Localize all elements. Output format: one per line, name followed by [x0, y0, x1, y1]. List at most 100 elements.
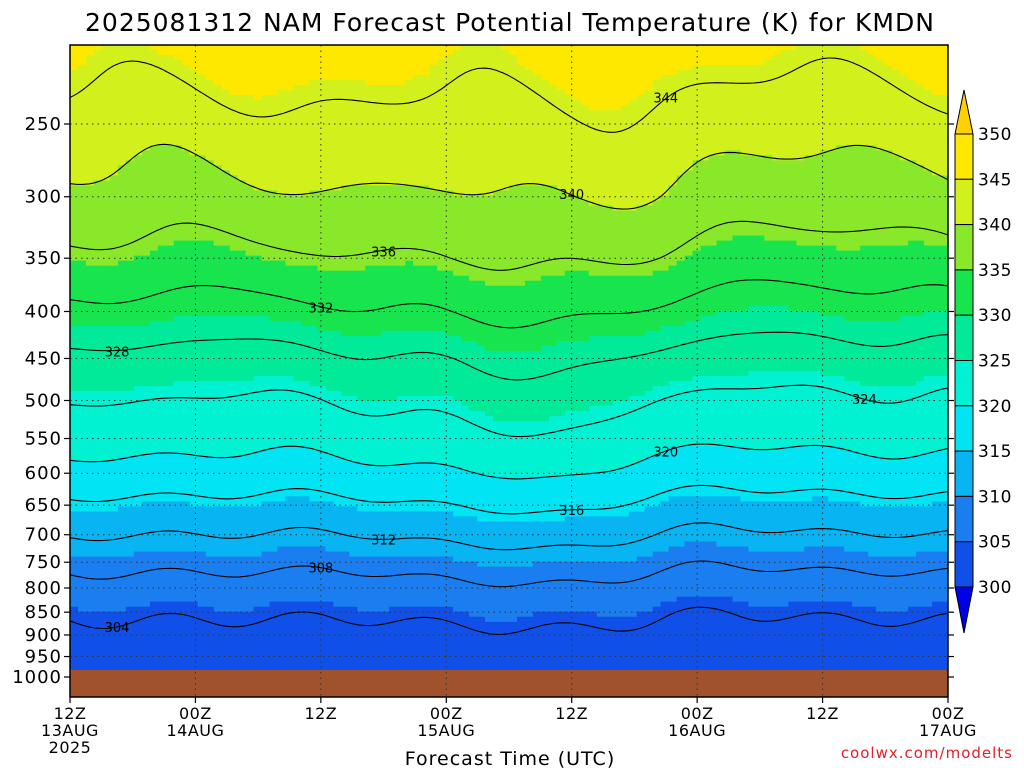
- field-cell: [532, 45, 542, 51]
- field-cell: [341, 245, 350, 252]
- field-cell: [373, 240, 382, 247]
- field-cell: [70, 155, 79, 161]
- field-cell: [908, 115, 917, 121]
- field-cell: [141, 250, 151, 257]
- field-cell: [516, 75, 526, 81]
- field-cell: [325, 200, 334, 207]
- field-cell: [501, 155, 510, 161]
- field-cell: [477, 85, 486, 91]
- field-cell: [485, 135, 494, 141]
- field-cell: [628, 125, 638, 131]
- field-cell: [461, 45, 470, 51]
- field-cell: [149, 240, 159, 247]
- field-cell: [756, 110, 766, 116]
- field-cell: [844, 45, 853, 51]
- field-cell: [532, 195, 542, 202]
- field-cell: [700, 210, 710, 217]
- field-cell: [564, 225, 574, 232]
- field-cell: [293, 220, 303, 227]
- field-cell: [85, 135, 95, 141]
- field-cell: [612, 240, 622, 247]
- field-cell: [85, 200, 95, 207]
- field-cell: [660, 75, 670, 81]
- field-cell: [70, 240, 79, 247]
- field-cell: [900, 135, 909, 141]
- field-cell: [540, 110, 550, 116]
- field-cell: [924, 45, 933, 51]
- field-cell: [365, 55, 374, 61]
- field-cell: [133, 250, 143, 257]
- field-cell: [748, 160, 758, 166]
- field-cell: [70, 50, 79, 56]
- field-cell: [860, 230, 869, 237]
- field-cell: [445, 135, 454, 141]
- field-cell: [796, 265, 805, 272]
- field-cell: [708, 165, 718, 171]
- field-cell: [205, 200, 215, 207]
- field-cell: [876, 115, 885, 121]
- field-cell: [189, 50, 199, 56]
- field-cell: [253, 90, 263, 96]
- field-cell: [908, 45, 917, 51]
- field-cell: [876, 255, 885, 262]
- field-cell: [453, 130, 462, 136]
- field-cell: [285, 95, 295, 101]
- field-cell: [133, 165, 143, 171]
- field-cell: [477, 160, 486, 166]
- field-cell: [724, 155, 734, 161]
- field-cell: [461, 55, 470, 61]
- field-cell: [540, 80, 550, 86]
- field-cell: [133, 115, 143, 121]
- field-cell: [445, 260, 454, 267]
- field-cell: [93, 205, 103, 212]
- field-cell: [868, 65, 877, 71]
- field-cell: [612, 165, 622, 171]
- field-cell: [325, 65, 334, 71]
- field-cell: [852, 215, 861, 222]
- field-cell: [245, 225, 255, 232]
- field-cell: [708, 245, 718, 252]
- field-cell: [253, 105, 263, 111]
- field-cell: [884, 205, 893, 212]
- field-cell: [604, 100, 614, 106]
- field-cell: [157, 235, 167, 242]
- field-cell: [908, 50, 917, 56]
- field-cell: [229, 155, 239, 161]
- field-cell: [357, 200, 366, 207]
- field-cell: [493, 250, 502, 257]
- field-cell: [245, 170, 255, 176]
- field-cell: [189, 65, 199, 71]
- field-cell: [357, 165, 366, 171]
- field-cell: [285, 75, 295, 81]
- field-cell: [924, 110, 933, 116]
- field-cell: [556, 100, 566, 106]
- field-cell: [373, 110, 382, 116]
- field-cell: [277, 250, 287, 257]
- field-cell: [469, 260, 478, 267]
- field-cell: [349, 90, 358, 96]
- field-cell: [70, 220, 79, 227]
- field-cell: [756, 240, 766, 247]
- field-cell: [692, 110, 702, 116]
- field-cell: [309, 240, 319, 247]
- field-cell: [485, 85, 494, 91]
- field-cell: [413, 195, 422, 202]
- field-cell: [748, 55, 758, 61]
- field-cell: [884, 55, 893, 61]
- field-cell: [293, 120, 303, 126]
- field-cell: [285, 90, 295, 96]
- field-cell: [660, 45, 670, 51]
- field-cell: [900, 80, 909, 86]
- field-cell: [109, 220, 119, 227]
- field-cell: [852, 90, 861, 96]
- field-cell: [708, 145, 718, 151]
- field-cell: [189, 105, 199, 111]
- field-cell: [636, 155, 646, 161]
- field-cell: [940, 135, 948, 141]
- field-cell: [788, 165, 797, 171]
- field-cell: [261, 205, 271, 212]
- field-cell: [820, 115, 829, 121]
- field-cell: [381, 200, 390, 207]
- field-cell: [205, 80, 215, 86]
- field-cell: [429, 140, 438, 146]
